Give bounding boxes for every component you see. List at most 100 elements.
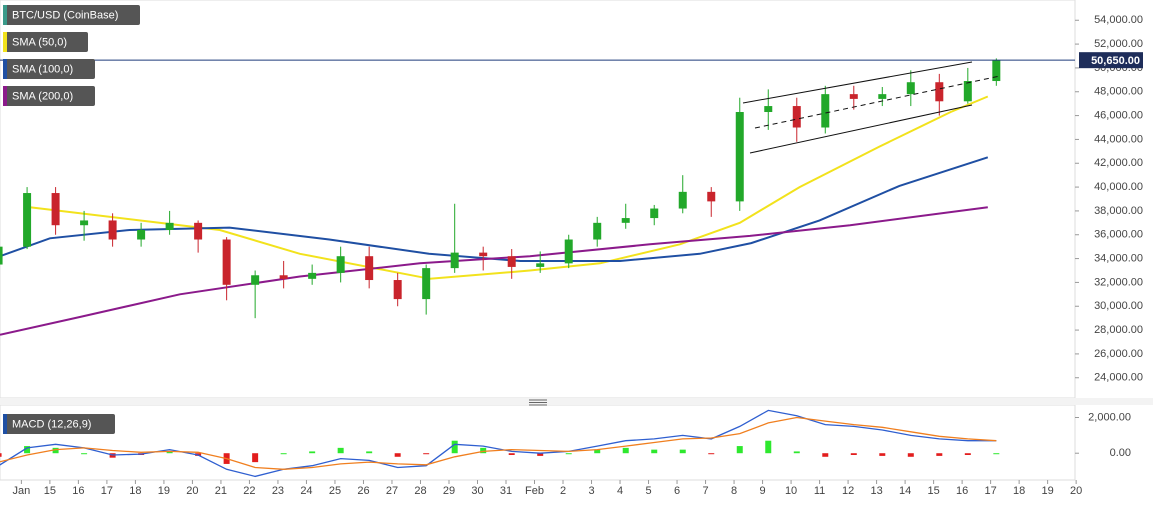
x-tick-label: 26: [357, 485, 369, 497]
channel-bottom: [749, 104, 973, 154]
x-tick-label: 16: [956, 485, 968, 497]
histogram-bar: [337, 447, 344, 454]
macd-panel: [0, 404, 1076, 481]
y-tick-label: 54,000.00: [1094, 14, 1143, 26]
x-tick-label: 25: [329, 485, 341, 497]
price-label-box: [1079, 52, 1143, 69]
x-tick-label: 18: [129, 485, 141, 497]
histogram-bar: [622, 447, 629, 454]
candle-body: [935, 82, 944, 102]
candle-body: [992, 60, 1001, 82]
x-tick-label: 4: [617, 485, 623, 497]
x-tick-label: 19: [1042, 485, 1054, 497]
candle-body: [279, 275, 288, 279]
x-tick-label: 16: [72, 485, 84, 497]
x-tick-label: 9: [760, 485, 766, 497]
histogram-bar: [451, 440, 458, 454]
histogram-bar: [964, 453, 971, 455]
y-tick-label: 36,000.00: [1094, 229, 1143, 241]
sma-line: [29, 95, 989, 280]
legend-swatch: [3, 414, 7, 434]
histogram-bar: [52, 447, 59, 454]
histogram-bar: [309, 451, 316, 454]
y-tick-label: 52,000.00: [1094, 38, 1143, 50]
histogram-bar: [936, 453, 943, 456]
histogram-bar: [708, 453, 715, 455]
candle-body: [792, 106, 801, 128]
histogram-bar: [166, 451, 173, 454]
x-tick-label: 13: [870, 485, 882, 497]
histogram-bar: [537, 453, 544, 456]
histogram-bar: [907, 453, 914, 457]
histogram-bar: [252, 453, 259, 463]
x-tick-label: 3: [588, 485, 594, 497]
histogram-bar: [366, 451, 373, 454]
x-tick-label: Jan: [13, 485, 31, 497]
legend-label: BTC/USD (CoinBase): [12, 9, 118, 21]
legend-swatch: [3, 32, 7, 52]
y-tick-label: 0.00: [1110, 447, 1131, 459]
legend-box: [3, 414, 115, 434]
x-tick-label: 17: [101, 485, 113, 497]
x-tick-label: 10: [785, 485, 797, 497]
candle-body: [108, 220, 117, 240]
histogram-bar: [508, 453, 515, 455]
candle-body: [194, 222, 203, 240]
candle-body: [735, 112, 744, 202]
candle-body: [564, 239, 573, 264]
candle-body: [906, 82, 915, 95]
x-tick-label: 17: [984, 485, 996, 497]
y-tick-label: 34,000.00: [1094, 252, 1143, 264]
x-tick-label: 31: [500, 485, 512, 497]
candle-body: [821, 94, 830, 128]
histogram-bar: [822, 453, 829, 457]
x-tick-label: 24: [300, 485, 312, 497]
legend-label: MACD (12,26,9): [12, 418, 91, 430]
candle-body: [23, 193, 32, 247]
macd-line: [0, 416, 997, 470]
histogram-bar: [423, 453, 430, 455]
histogram-bar: [0, 453, 2, 457]
candle-body: [80, 220, 89, 226]
legend-swatch: [3, 86, 7, 106]
candle-body: [849, 94, 858, 99]
price-label: 50,650.00: [1091, 55, 1140, 67]
channel: [742, 61, 1001, 154]
macd-line: [0, 409, 997, 478]
y-tick-label: 40,000.00: [1094, 181, 1143, 193]
x-tick-label: 18: [1013, 485, 1025, 497]
y-tick-label: 44,000.00: [1094, 133, 1143, 145]
x-tick-label: 29: [443, 485, 455, 497]
x-tick-label: 15: [927, 485, 939, 497]
histogram-bar: [594, 449, 601, 454]
candle-body: [479, 252, 488, 257]
channel-top: [742, 61, 973, 104]
x-tick-label: 11: [814, 485, 825, 497]
histogram-bar: [765, 440, 772, 454]
y-tick-label: 46,000.00: [1094, 109, 1143, 121]
candle-body: [422, 268, 431, 300]
histogram-bar: [565, 453, 572, 455]
histogram-bar: [879, 453, 886, 456]
x-tick-label: Feb: [525, 485, 544, 497]
x-tick-label: 15: [44, 485, 56, 497]
histogram-bar: [736, 446, 743, 454]
x-tick-label: 14: [899, 485, 911, 497]
x-tick-label: 23: [272, 485, 284, 497]
histogram-bar: [394, 453, 401, 457]
x-tick-label: 6: [674, 485, 680, 497]
divider-handle: [529, 399, 547, 406]
y-tick-label: 24,000.00: [1094, 372, 1143, 384]
legend-box: [3, 5, 140, 25]
candle-body: [51, 193, 60, 226]
legend-box: [3, 32, 88, 52]
candle-body: [450, 252, 459, 269]
legend-label: SMA (100,0): [12, 63, 73, 75]
histogram-bar: [480, 447, 487, 454]
x-tick-label: 2: [560, 485, 566, 497]
candle-body: [650, 208, 659, 219]
histogram-bar: [81, 453, 88, 455]
x-tick-label: 5: [645, 485, 651, 497]
legend-box: [3, 86, 95, 106]
